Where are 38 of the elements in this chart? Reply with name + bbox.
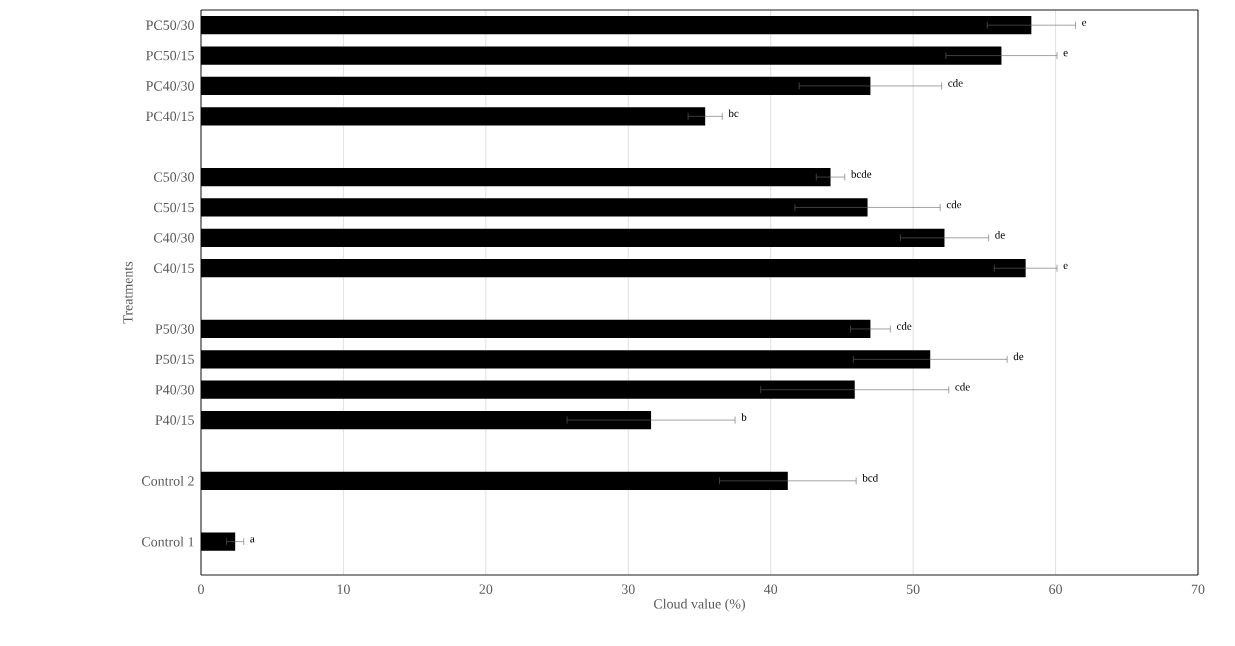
annotation: a xyxy=(250,537,255,543)
y-tick-label: PC40/30 xyxy=(146,81,194,91)
annotation: cde xyxy=(948,79,963,87)
x-tick-label: 50 xyxy=(906,584,920,594)
annotation: cde xyxy=(896,322,912,330)
y-tick-label: P50/30 xyxy=(155,324,194,334)
y-tick-label: Control 1 xyxy=(141,536,194,547)
x-tick-label: 10 xyxy=(337,584,350,594)
y-tick-label: PC50/15 xyxy=(146,50,194,61)
y-tick-label: P50/15 xyxy=(155,354,194,365)
annotation: bcde xyxy=(850,170,872,178)
y-tick-label: C40/15 xyxy=(154,263,194,273)
y-tick-label: Control 2 xyxy=(141,475,194,486)
annotation: b xyxy=(741,413,747,421)
annotation: bc xyxy=(728,109,739,118)
y-tick-label: P40/30 xyxy=(155,385,194,395)
annotation: de xyxy=(995,230,1005,239)
y-tick-label: PC40/15 xyxy=(146,111,194,122)
y-tick-label: C50/30 xyxy=(154,172,194,182)
y-tick-label: C50/15 xyxy=(154,202,194,213)
annotation: cde xyxy=(955,382,970,391)
annotation: cde xyxy=(946,200,962,209)
annotation: e xyxy=(1063,51,1068,57)
x-tick-label: 70 xyxy=(1191,584,1205,594)
y-tick-label: P40/15 xyxy=(155,415,194,425)
x-tick-label: 20 xyxy=(479,584,493,594)
annotation: e xyxy=(1082,20,1087,26)
y-tick-label: C40/30 xyxy=(154,233,194,243)
y-axis-title: Treatments xyxy=(123,261,133,324)
x-tick-label: 40 xyxy=(764,584,778,594)
x-axis-title: Cloud value (%) xyxy=(653,598,745,612)
y-tick-label: PC50/30 xyxy=(146,20,194,30)
x-tick-label: 0 xyxy=(198,584,204,594)
annotation: de xyxy=(1013,352,1024,361)
x-tick-label: 30 xyxy=(621,584,635,594)
annotation: e xyxy=(1063,263,1068,269)
annotation: bcd xyxy=(862,473,879,482)
x-tick-label: 60 xyxy=(1049,584,1062,594)
